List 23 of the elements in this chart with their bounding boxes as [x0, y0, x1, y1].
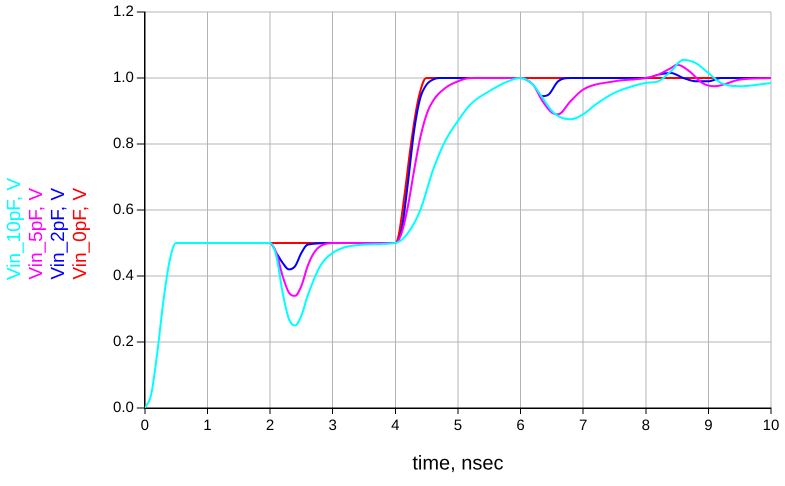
x-tick-label: 4	[391, 417, 400, 434]
x-tick-label: 3	[328, 417, 337, 434]
x-tick-label: 7	[578, 417, 588, 434]
y-tick-label: 0.4	[112, 267, 134, 284]
text: Vin_0pF, V	[70, 188, 92, 280]
x-tick-label: 10	[762, 417, 780, 434]
x-axis-title: time, nsec	[412, 452, 504, 475]
x-tick-label: 6	[516, 417, 525, 434]
x-tick-label: 9	[704, 417, 713, 434]
y-tick-label: 1.0	[112, 69, 134, 86]
x-tick-label: 8	[642, 417, 650, 434]
x-tick-label: 2	[266, 417, 274, 434]
y-tick-label: 1.2	[112, 3, 134, 20]
text: Vin_5pF, V	[26, 188, 48, 280]
text: Vin_2pF, V	[48, 188, 70, 280]
text: Vin_10pF, V	[4, 178, 26, 280]
y-tick-label: 0.2	[112, 333, 134, 350]
x-tick-label: 1	[203, 417, 212, 434]
y-tick-label: 0.6	[112, 201, 134, 218]
x-tick-label: 5	[454, 417, 462, 434]
x-tick-label: 0	[140, 417, 150, 434]
y-tick-label: 0.0	[112, 399, 134, 416]
y-tick-label: 0.8	[112, 135, 134, 152]
